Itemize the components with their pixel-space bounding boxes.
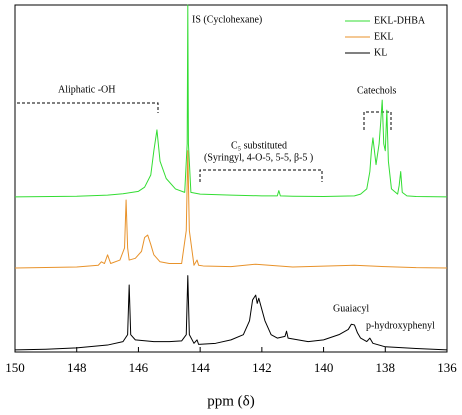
x-tick-label: 140 <box>314 360 334 375</box>
x-tick-label: 142 <box>252 360 272 375</box>
x-tick-label: 146 <box>129 360 149 375</box>
annotation: Guaiacyl <box>333 303 369 314</box>
annotation: Catechols <box>357 85 397 96</box>
legend-label: KL <box>374 47 387 58</box>
annotation: (Syringyl, 4-O-5, 5-5, β-5 ) <box>204 152 313 163</box>
plot-frame <box>14 4 448 353</box>
annotation: C₅ substituted <box>231 140 287 151</box>
spectrum-line <box>14 4 448 198</box>
x-tick-label: 144 <box>190 360 210 375</box>
annotation: p-hydroxyphenyl <box>366 320 435 331</box>
x-axis-label: ppm (δ) <box>207 393 254 409</box>
bracket <box>363 111 392 130</box>
spectrum-line <box>14 150 448 269</box>
annotation: IS (Cyclohexane) <box>192 14 262 25</box>
x-tick-label: 148 <box>67 360 87 375</box>
spectrum-line <box>14 275 448 351</box>
bracket <box>14 102 159 126</box>
x-tick-label: 136 <box>437 360 457 375</box>
annotation: Aliphatic -OH <box>58 84 116 95</box>
x-tick-label: 138 <box>376 360 396 375</box>
x-tick-label: 150 <box>5 360 25 375</box>
legend-label: EKL <box>374 31 393 42</box>
legend-label: EKL-DHBA <box>374 15 426 26</box>
bracket <box>199 169 323 182</box>
